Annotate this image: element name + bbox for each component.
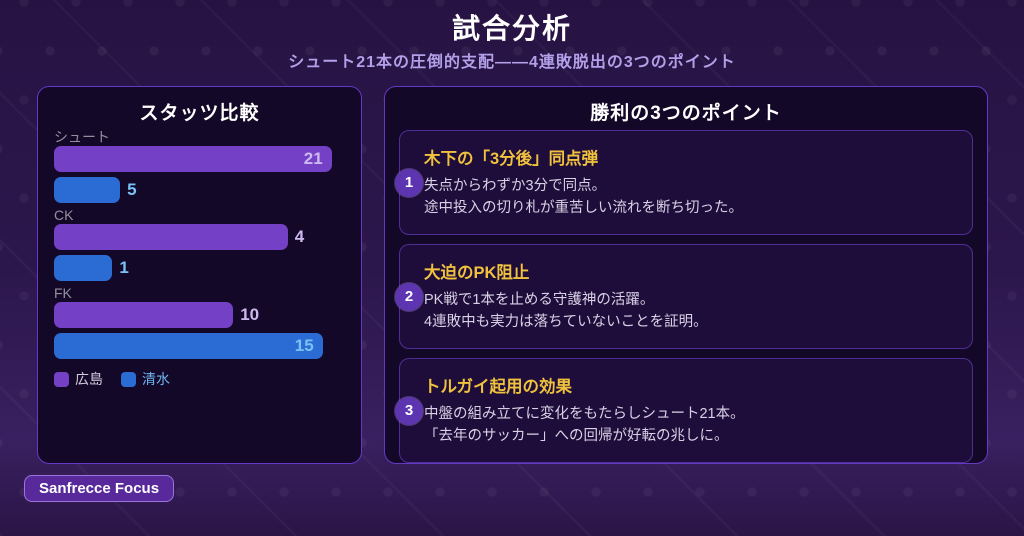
page-subtitle: シュート21本の圧倒的支配——4連敗脱出の3つのポイント — [288, 54, 736, 71]
point-card-line: 失点からわずか3分で同点。 — [424, 178, 607, 194]
point-card-line: 途中投入の切り札が重苦しい流れを断ち切った。 — [424, 199, 743, 216]
bar-hiroshima-corner-kicks — [54, 224, 288, 250]
category-label-free-kicks: FK — [54, 285, 72, 301]
point-card-title: 大迫のPK阻止 — [424, 264, 530, 282]
legend-swatch-shimizu — [121, 371, 136, 387]
point-card-2: 2 大迫のPK阻止 PK戦で1本を止める守護神の活躍。 4連敗中も実力は落ちてい… — [395, 244, 973, 349]
header: 試合分析 シュート21本の圧倒的支配——4連敗脱出の3つのポイント — [0, 0, 1024, 72]
point-number-badge: 1 — [395, 168, 423, 197]
brand-badge: Sanfrecce Focus — [24, 475, 175, 502]
chart-legend: 広島 清水 — [38, 364, 361, 394]
bar-hiroshima-shots — [54, 146, 332, 172]
bar-value-label: 21 — [303, 149, 323, 168]
bar-row-hiroshima-corner-kicks: 4 — [54, 224, 346, 250]
point-number-badge: 2 — [395, 282, 423, 311]
point-card-title: トルガイ起用の効果 — [424, 378, 573, 396]
bar-shimizu-free-kicks — [54, 333, 323, 359]
stats-panel: スタッツ比較 シュート 21 5 CK 4 1 FK 10 15 広島 清水 — [37, 86, 362, 464]
legend-label-shimizu: 清水 — [142, 371, 170, 387]
bar-row-hiroshima-shots: 21 — [54, 146, 346, 172]
point-card-line: PK戦で1本を止める守護神の活躍。 — [424, 292, 655, 308]
legend-item-shimizu: 清水 — [121, 369, 170, 389]
point-number-badge: 3 — [395, 396, 423, 425]
bar-value-label: 15 — [294, 336, 314, 355]
bar-row-shimizu-free-kicks: 15 — [54, 333, 346, 359]
legend-label-hiroshima: 広島 — [75, 371, 103, 387]
point-card-title: 木下の「3分後」同点弾 — [424, 150, 599, 168]
stats-bar-chart: シュート 21 5 CK 4 1 FK 10 15 — [38, 130, 361, 359]
point-card-1: 1 木下の「3分後」同点弾 失点からわずか3分で同点。 途中投入の切り札が重苦し… — [395, 130, 973, 235]
bar-value-label: 5 — [127, 180, 137, 199]
bar-shimizu-corner-kicks — [54, 255, 113, 281]
bar-row-shimizu-corner-kicks: 1 — [54, 255, 346, 281]
bar-shimizu-shots — [54, 177, 121, 203]
points-panel-title: 勝利の3つのポイント — [590, 103, 782, 124]
point-card-line: 「去年のサッカー」への回帰が好転の兆しに。 — [424, 427, 729, 444]
legend-swatch-hiroshima — [54, 371, 69, 387]
point-card-3: 3 トルガイ起用の効果 中盤の組み立てに変化をもたらしシュート21本。 「去年の… — [395, 358, 973, 463]
bar-value-label: 1 — [119, 258, 129, 277]
legend-item-hiroshima: 広島 — [54, 369, 103, 389]
points-card-list: 1 木下の「3分後」同点弾 失点からわずか3分で同点。 途中投入の切り札が重苦し… — [385, 130, 987, 463]
point-card-line: 中盤の組み立てに変化をもたらしシュート21本。 — [424, 406, 745, 422]
bar-value-label: 10 — [240, 305, 260, 324]
bar-hiroshima-free-kicks — [54, 302, 234, 328]
bar-row-hiroshima-free-kicks: 10 — [54, 302, 346, 328]
category-label-shots: シュート — [54, 129, 110, 145]
page-title: 試合分析 — [451, 13, 572, 44]
stats-panel-title: スタッツ比較 — [139, 103, 260, 124]
points-panel: 勝利の3つのポイント 1 木下の「3分後」同点弾 失点からわずか3分で同点。 途… — [384, 86, 988, 464]
bar-row-shimizu-shots: 5 — [54, 177, 346, 203]
bar-value-label: 4 — [294, 227, 305, 246]
category-label-corner-kicks: CK — [54, 207, 74, 223]
point-card-line: 4連敗中も実力は落ちていないことを証明。 — [424, 313, 708, 330]
